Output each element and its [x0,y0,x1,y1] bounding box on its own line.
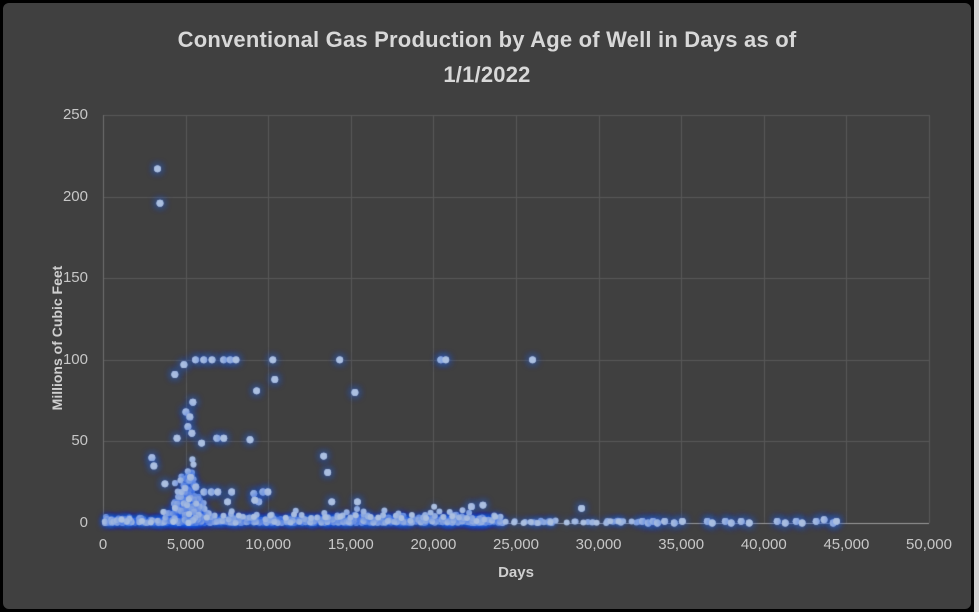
window-edge-strip [974,0,979,612]
